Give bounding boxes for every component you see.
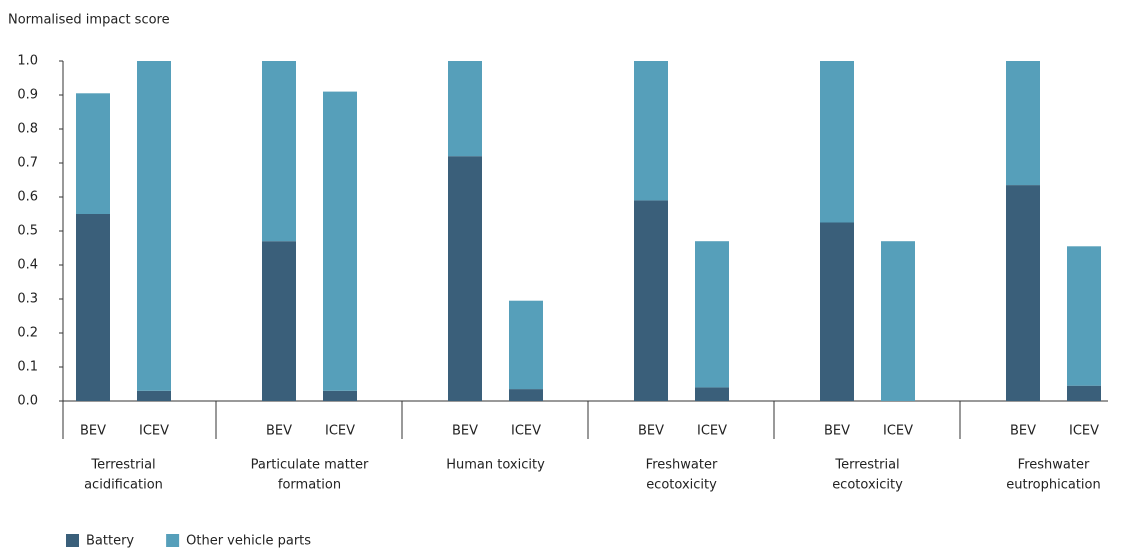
legend-label: Battery [86,534,134,549]
y-tick-label: 0.9 [17,88,38,103]
x-tick-label: BEV [638,424,664,439]
bar-segment [1067,246,1101,386]
y-tick-label: 0.3 [17,292,38,307]
bar-segment [137,61,171,391]
x-tick-label: BEV [1010,424,1036,439]
bar-segment [820,61,854,223]
x-tick-label: ICEV [325,424,355,439]
x-tick-label: ICEV [1069,424,1099,439]
y-tick-label: 1.0 [17,54,38,69]
x-tick-label: BEV [452,424,478,439]
x-tick-label: BEV [266,424,292,439]
bar-segment [448,156,482,401]
group-label: ecotoxicity [646,478,717,493]
group-label: formation [278,478,341,493]
bar-segment [634,200,668,401]
group-label: Terrestrial [90,458,155,473]
bar-segment [1067,385,1101,401]
group-label: Particulate matter [251,458,369,473]
group-label: eutrophication [1006,478,1100,493]
y-tick-label: 0.0 [17,394,38,409]
y-tick-label: 0.5 [17,224,38,239]
bar-segment [323,91,357,391]
y-tick-label: 0.7 [17,156,38,171]
x-tick-label: ICEV [697,424,727,439]
y-tick-label: 0.6 [17,190,38,205]
bar-segment [820,222,854,401]
legend-label: Other vehicle parts [186,534,311,549]
group-label: Terrestrial [834,458,899,473]
bar-segment [509,300,543,390]
x-tick-label: ICEV [139,424,169,439]
group-label: acidification [84,478,163,493]
y-axis-title: Normalised impact score [8,13,170,28]
bar-segment [323,390,357,401]
y-tick-label: 0.1 [17,360,38,375]
x-tick-label: ICEV [511,424,541,439]
group-label: ecotoxicity [832,478,903,493]
bar-segment [509,389,543,401]
bar-segment [1006,61,1040,186]
y-tick-label: 0.2 [17,326,38,341]
bar-segment [76,93,110,214]
bar-segment [262,241,296,401]
legend-swatch [66,534,79,547]
x-tick-label: ICEV [883,424,913,439]
bar-segment [695,387,729,401]
bar-segment [881,241,915,401]
bar-segment [448,61,482,157]
bar-segment [76,214,110,401]
x-tick-label: BEV [80,424,106,439]
x-tick-label: BEV [824,424,850,439]
bar-segment [695,241,729,388]
y-tick-label: 0.8 [17,122,38,137]
bar-segment [634,61,668,201]
legend-swatch [166,534,180,547]
group-label: Freshwater [1018,458,1090,473]
group-label: Freshwater [646,458,718,473]
y-tick-label: 0.4 [17,258,38,273]
group-label: Human toxicity [446,458,545,473]
bar-segment [137,390,171,401]
bar-segment [262,61,296,242]
bar-segment [1006,185,1040,401]
